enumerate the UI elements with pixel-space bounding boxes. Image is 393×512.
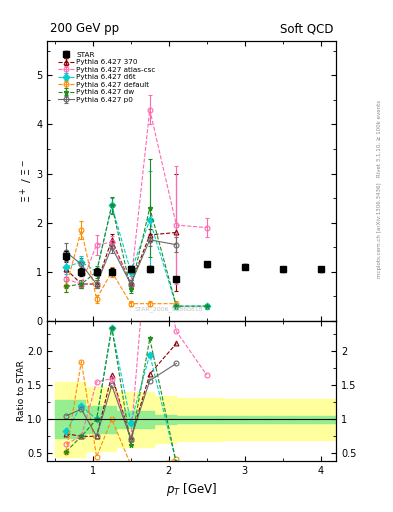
Text: Soft QCD: Soft QCD (280, 23, 333, 35)
Y-axis label: Ratio to STAR: Ratio to STAR (17, 360, 26, 421)
Legend: STAR, Pythia 6.427 370, Pythia 6.427 atlas-csc, Pythia 6.427 d6t, Pythia 6.427 d: STAR, Pythia 6.427 370, Pythia 6.427 atl… (57, 50, 157, 104)
Y-axis label: $\Xi^+$ / $\Xi^-$: $\Xi^+$ / $\Xi^-$ (18, 159, 35, 203)
Text: Rivet 3.1.10, ≥ 100k events: Rivet 3.1.10, ≥ 100k events (377, 100, 382, 177)
Text: 200 GeV pp: 200 GeV pp (50, 23, 119, 35)
X-axis label: $p_T$ [GeV]: $p_T$ [GeV] (166, 481, 217, 498)
Text: STAR_2006_S6860818: STAR_2006_S6860818 (134, 307, 203, 312)
Text: mcplots.cern.ch [arXiv:1306.3436]: mcplots.cern.ch [arXiv:1306.3436] (377, 183, 382, 278)
